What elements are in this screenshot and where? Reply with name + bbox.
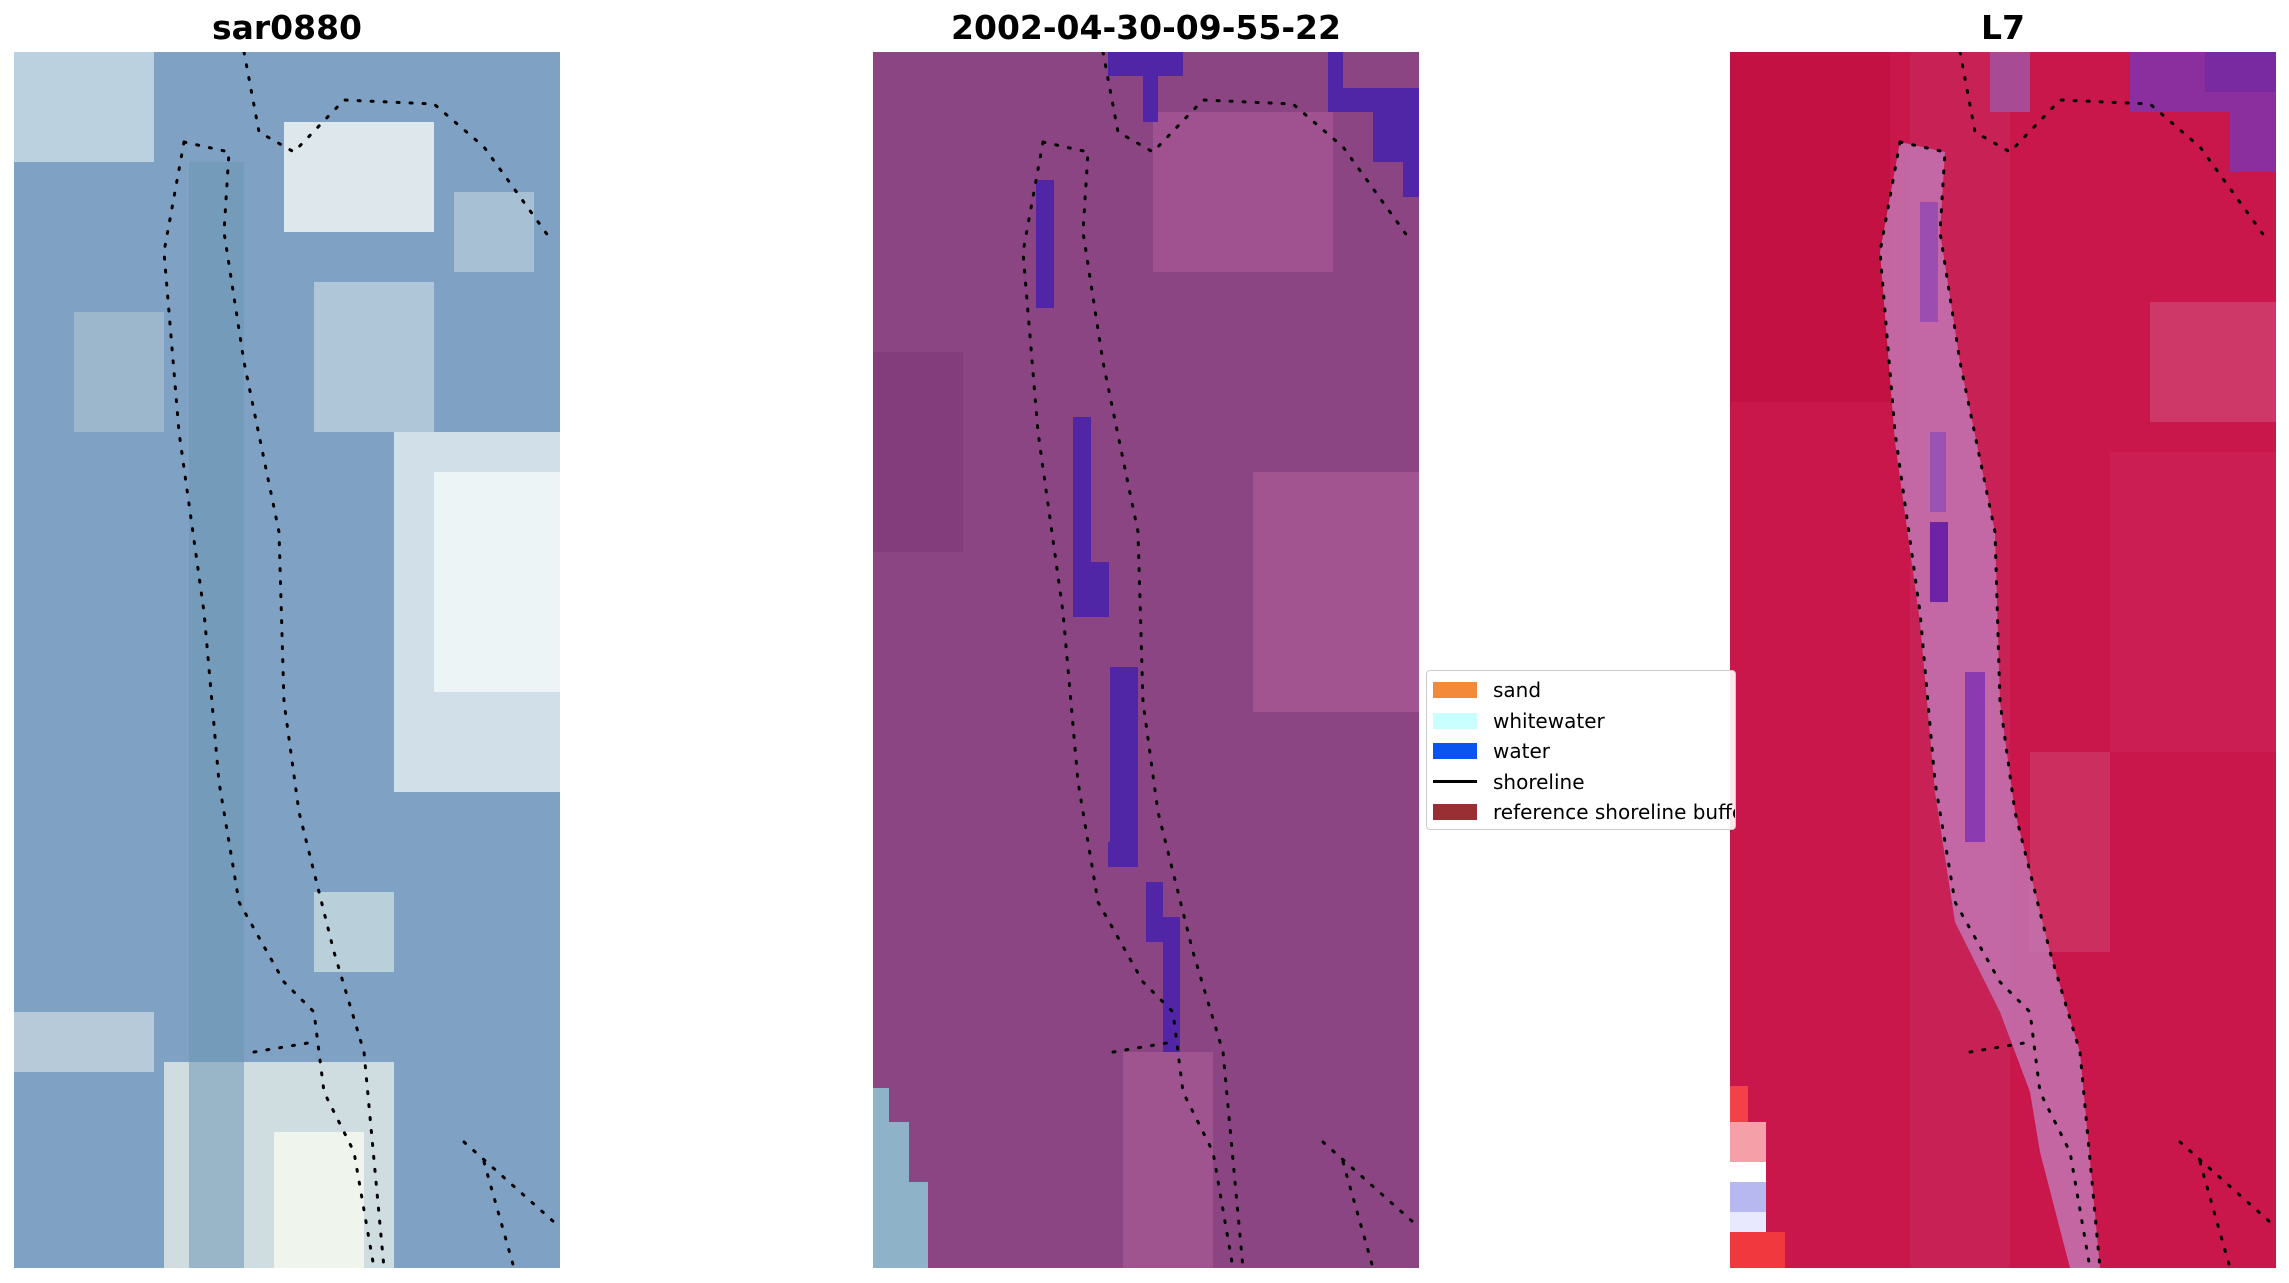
legend-item-reference-buffer: reference shoreline buffer <box>1433 797 1735 828</box>
water-swatch <box>1433 743 1477 760</box>
legend-label: sand <box>1493 678 1542 703</box>
panel-title-left: sar0880 <box>211 8 363 47</box>
shoreline-line-swatch <box>1433 780 1477 784</box>
legend-label: reference shoreline buffer <box>1493 800 1736 825</box>
rgb-image <box>14 52 560 1268</box>
rgb-image-panel <box>14 52 560 1268</box>
legend-label: shoreline <box>1493 769 1585 794</box>
sand-swatch <box>1433 682 1477 699</box>
legend-item-shoreline: shoreline <box>1433 767 1735 798</box>
index-image-panel <box>1730 52 2276 1268</box>
legend-item-whitewater: whitewater <box>1433 706 1735 737</box>
panel-title-right: L7 <box>1981 8 2025 47</box>
classified-image-panel <box>873 52 1419 1268</box>
classified-image <box>873 52 1419 1268</box>
legend-label: whitewater <box>1493 708 1605 733</box>
index-image <box>1730 52 2276 1268</box>
legend-item-sand: sand <box>1433 675 1735 706</box>
legend: sand whitewater water shoreline referenc… <box>1426 670 1736 830</box>
whitewater-swatch <box>1433 712 1477 729</box>
panel-title-middle: 2002-04-30-09-55-22 <box>951 8 1341 47</box>
buffer-swatch <box>1433 804 1477 821</box>
legend-label: water <box>1493 739 1550 764</box>
legend-item-water: water <box>1433 736 1735 767</box>
